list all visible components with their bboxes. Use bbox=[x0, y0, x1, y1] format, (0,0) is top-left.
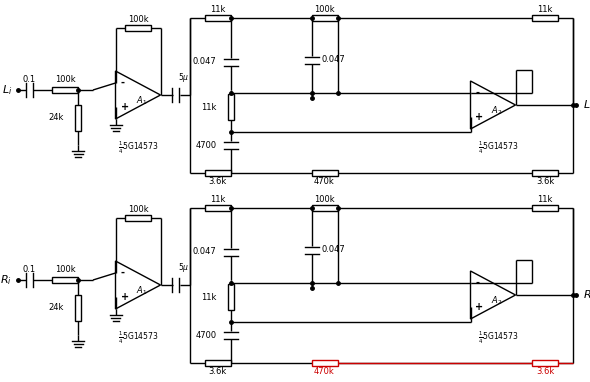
Text: -: - bbox=[120, 78, 124, 88]
Text: +: + bbox=[120, 292, 129, 302]
Bar bbox=[205, 15, 231, 21]
Bar bbox=[312, 360, 337, 366]
Bar bbox=[532, 170, 558, 176]
Text: +: + bbox=[120, 102, 129, 112]
Text: $A_1$: $A_1$ bbox=[136, 95, 148, 107]
Text: $A_1$: $A_1$ bbox=[136, 285, 148, 297]
Bar bbox=[312, 170, 337, 176]
Text: 3.6k: 3.6k bbox=[208, 178, 227, 186]
Text: $R_i$: $R_i$ bbox=[0, 273, 12, 287]
Text: 11k: 11k bbox=[210, 194, 225, 204]
Bar bbox=[532, 15, 558, 21]
Bar bbox=[532, 360, 558, 366]
Text: 11k: 11k bbox=[537, 5, 553, 13]
Text: 470k: 470k bbox=[314, 367, 335, 377]
Text: 11k: 11k bbox=[210, 5, 225, 13]
Text: 0.047: 0.047 bbox=[322, 246, 345, 254]
Text: $\frac{1}{4}$5G14573: $\frac{1}{4}$5G14573 bbox=[118, 140, 158, 156]
Bar bbox=[52, 87, 78, 93]
Text: 11k: 11k bbox=[201, 102, 217, 112]
Text: 4700: 4700 bbox=[195, 141, 217, 149]
Text: 100k: 100k bbox=[314, 5, 335, 13]
Bar bbox=[228, 284, 234, 310]
Text: 100k: 100k bbox=[55, 265, 76, 275]
Text: 100k: 100k bbox=[127, 15, 148, 24]
Text: 100k: 100k bbox=[55, 76, 76, 84]
Bar bbox=[125, 25, 151, 31]
Text: -: - bbox=[476, 278, 480, 288]
Text: 0.1: 0.1 bbox=[22, 264, 35, 274]
Text: +: + bbox=[476, 112, 484, 122]
Bar bbox=[75, 295, 81, 321]
Bar bbox=[205, 170, 231, 176]
Text: $R_o$: $R_o$ bbox=[583, 288, 590, 302]
Bar bbox=[228, 94, 234, 120]
Text: $5\mu$: $5\mu$ bbox=[178, 71, 189, 84]
Text: 100k: 100k bbox=[314, 194, 335, 204]
Bar bbox=[312, 15, 337, 21]
Text: 4700: 4700 bbox=[195, 330, 217, 340]
Text: 0.1: 0.1 bbox=[22, 74, 35, 84]
Text: $5\mu$: $5\mu$ bbox=[178, 262, 189, 275]
Text: 0.047: 0.047 bbox=[193, 248, 217, 256]
Text: 3.6k: 3.6k bbox=[208, 367, 227, 377]
Text: $\frac{1}{4}$5G14573: $\frac{1}{4}$5G14573 bbox=[118, 330, 158, 346]
Text: 11k: 11k bbox=[537, 194, 553, 204]
Text: $L_i$: $L_i$ bbox=[2, 83, 12, 97]
Bar bbox=[125, 215, 151, 221]
Text: 11k: 11k bbox=[201, 293, 217, 301]
Text: +: + bbox=[476, 302, 484, 312]
Text: 3.6k: 3.6k bbox=[536, 367, 554, 377]
Text: 470k: 470k bbox=[314, 178, 335, 186]
Text: 3.6k: 3.6k bbox=[536, 178, 554, 186]
Text: 0.047: 0.047 bbox=[193, 58, 217, 66]
Text: $\frac{1}{4}$5G14573: $\frac{1}{4}$5G14573 bbox=[478, 330, 518, 346]
Text: 100k: 100k bbox=[127, 204, 148, 214]
Text: 24k: 24k bbox=[48, 113, 64, 123]
Bar bbox=[312, 205, 337, 211]
Text: $A_2$: $A_2$ bbox=[491, 105, 503, 117]
Text: $\frac{1}{4}$5G14573: $\frac{1}{4}$5G14573 bbox=[478, 140, 518, 156]
Text: -: - bbox=[476, 88, 480, 98]
Bar bbox=[75, 105, 81, 131]
Bar bbox=[52, 277, 78, 283]
Bar bbox=[205, 360, 231, 366]
Text: 24k: 24k bbox=[48, 304, 64, 312]
Text: $A_2$: $A_2$ bbox=[491, 295, 503, 307]
Text: -: - bbox=[120, 268, 124, 278]
Text: 0.047: 0.047 bbox=[322, 55, 345, 65]
Text: $L_o$: $L_o$ bbox=[583, 98, 590, 112]
Bar bbox=[205, 205, 231, 211]
Bar bbox=[532, 205, 558, 211]
